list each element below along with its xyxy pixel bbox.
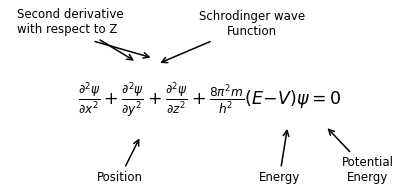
Text: $\frac{\partial^2\psi}{\partial x^2} + \frac{\partial^2\psi}{\partial y^2} + \fr: $\frac{\partial^2\psi}{\partial x^2} + \… [79,81,341,120]
Text: Position: Position [97,140,143,184]
Text: Potential
Energy: Potential Energy [328,129,394,184]
Text: Second derivative
with respect to Z: Second derivative with respect to Z [17,8,133,60]
Text: Energy: Energy [259,131,300,184]
Text: Schrodinger wave
Function: Schrodinger wave Function [162,10,305,63]
